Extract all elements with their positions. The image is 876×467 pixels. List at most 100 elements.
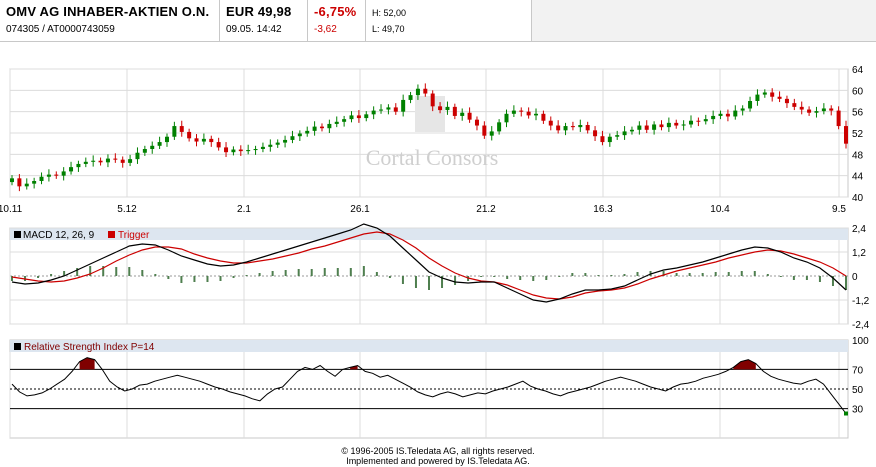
quote-header: OMV AG INHABER-AKTIEN O.N. 074305 / AT00…	[0, 0, 876, 42]
candle-body	[69, 167, 74, 172]
candle-body	[689, 120, 694, 125]
macd-histogram-bar	[141, 270, 144, 276]
macd-histogram-bar	[519, 276, 522, 280]
candle-body	[696, 120, 701, 122]
price-y-tick-label: 60	[852, 86, 864, 97]
day-high: H: 52,00	[372, 8, 407, 18]
candle-body	[356, 115, 361, 119]
candle-body	[305, 130, 310, 134]
rsi-overbought-fill	[733, 359, 756, 370]
watermark-logo-mark	[415, 96, 445, 132]
candle-body	[24, 183, 29, 187]
candle-body	[46, 174, 51, 177]
candle-body	[519, 110, 524, 112]
macd-histogram-bar	[714, 272, 717, 276]
candle-body	[61, 171, 66, 176]
candle-body	[844, 126, 848, 144]
candle-body	[541, 113, 546, 121]
price-x-tick-label: 2.1	[237, 204, 251, 215]
macd-histogram-bar	[792, 276, 795, 280]
candle-body	[238, 149, 243, 152]
macd-histogram-bar	[675, 273, 678, 276]
candle-body	[733, 110, 738, 117]
candle-body	[460, 112, 465, 116]
candle-body	[393, 107, 398, 112]
candle-body	[17, 178, 22, 187]
candle-body	[76, 163, 81, 168]
macd-histogram-bar	[167, 276, 170, 279]
macd-histogram-bar	[610, 275, 613, 276]
candle-body	[497, 122, 502, 132]
macd-histogram-bar	[805, 276, 808, 280]
candle-body	[10, 178, 14, 183]
rsi-overbought-fill	[79, 357, 95, 370]
candle-body	[216, 142, 221, 148]
price-y-tick-label: 44	[852, 172, 864, 183]
macd-histogram-bar	[206, 276, 209, 282]
rsi-legend-bar	[10, 340, 848, 352]
candle-body	[637, 125, 642, 130]
macd-histogram-bar	[831, 276, 834, 286]
day-low: L: 49,70	[372, 24, 405, 34]
macd-histogram-bar	[779, 276, 782, 277]
price-x-tick-label: 10.11	[0, 204, 23, 215]
macd-histogram-bar	[219, 276, 222, 281]
candle-body	[371, 110, 376, 115]
macd-y-tick-label: 1,2	[852, 248, 866, 259]
candle-body	[644, 125, 649, 130]
candle-body	[467, 112, 472, 120]
candle-body	[622, 131, 627, 136]
price-x-tick-label: 9.5	[832, 204, 846, 215]
candle-body	[379, 109, 384, 111]
candle-body	[829, 108, 834, 111]
candle-body	[54, 174, 59, 176]
change-absolute: -3,62	[314, 24, 337, 35]
macd-histogram-bar	[636, 272, 639, 276]
candle-body	[578, 125, 583, 128]
macd-histogram-bar	[50, 274, 53, 276]
macd-histogram-bar	[310, 269, 313, 276]
macd-histogram-bar	[480, 276, 483, 277]
macd-line	[11, 223, 847, 303]
macd-histogram-bar	[115, 267, 118, 276]
candle-body	[703, 119, 708, 122]
candle-body	[253, 149, 258, 151]
macd-histogram-bar	[688, 273, 691, 276]
candle-body	[600, 136, 605, 143]
macd-y-tick-label: -2,4	[852, 320, 870, 331]
rsi-legend-swatch	[14, 343, 21, 350]
candle-body	[504, 113, 509, 123]
candle-body	[438, 106, 443, 111]
candle-body	[659, 124, 664, 128]
rsi-last-marker	[844, 411, 848, 416]
macd-histogram-bar	[532, 276, 535, 281]
candle-body	[474, 119, 479, 126]
candle-body	[482, 125, 487, 136]
macd-histogram-bar	[271, 271, 274, 276]
copyright-line-2: Implemented and powered by IS.Teledata A…	[346, 456, 530, 466]
candle-body	[770, 92, 775, 97]
macd-histogram-bar	[63, 271, 66, 276]
candle-body	[563, 126, 568, 131]
candle-body	[260, 146, 265, 149]
macd-histogram-bar	[506, 276, 509, 279]
candle-body	[98, 160, 103, 163]
price-x-tick-label: 21.2	[476, 204, 496, 215]
candle-body	[32, 181, 37, 184]
candle-body	[135, 152, 140, 160]
macd-histogram-bar	[428, 276, 430, 290]
macd-histogram-bar	[753, 271, 756, 276]
rsi-y-tick-label: 50	[852, 385, 864, 396]
candle-body	[836, 110, 841, 127]
candle-body	[607, 136, 612, 143]
candle-body	[445, 106, 450, 111]
trigger-legend-swatch	[108, 231, 115, 238]
price-y-tick-label: 64	[852, 65, 864, 76]
candle-body	[792, 103, 797, 107]
candle-body	[83, 161, 88, 164]
macd-histogram-bar	[375, 272, 378, 276]
candle-body	[386, 107, 391, 110]
candle-body	[784, 98, 789, 104]
candle-body	[762, 92, 767, 95]
candle-body	[128, 159, 133, 163]
